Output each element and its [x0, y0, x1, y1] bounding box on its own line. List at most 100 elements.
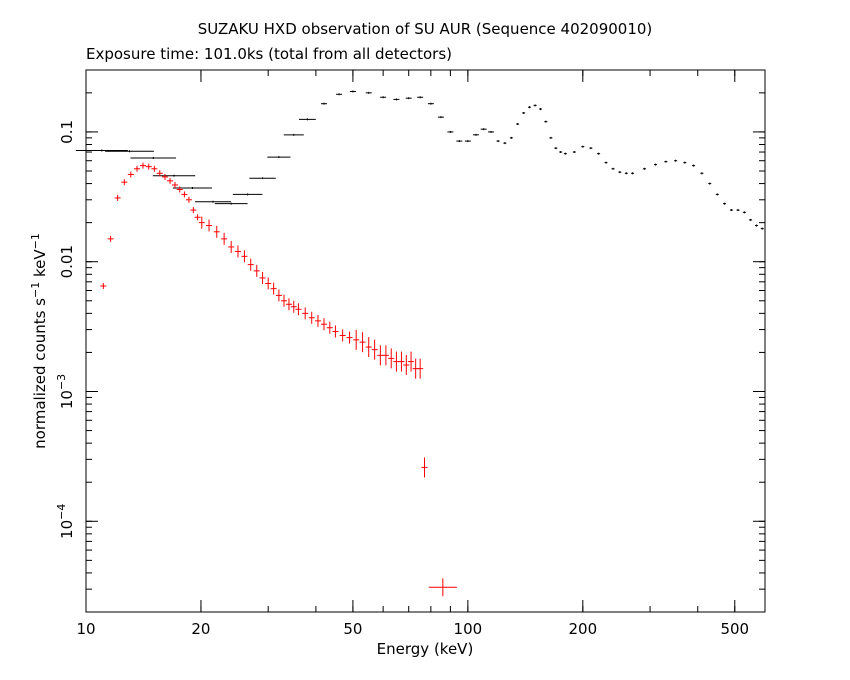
gso-data-point	[554, 147, 558, 150]
gso-data-point	[464, 140, 471, 143]
gso-data-point	[503, 142, 507, 145]
pin-data-point	[346, 331, 353, 344]
gso-data-point	[214, 202, 248, 205]
x-tick-label: 500	[720, 620, 749, 638]
gso-data-point	[653, 163, 657, 166]
pin-data-point	[393, 351, 400, 372]
pin-data-point	[221, 232, 228, 245]
gso-data-point	[365, 91, 372, 94]
y-tick-label: 10−4	[55, 504, 76, 539]
pin-data-point	[314, 314, 321, 327]
gso-data-point	[488, 130, 495, 133]
pin-data-point	[326, 321, 333, 334]
gso-data-point	[539, 108, 543, 111]
gso-data-point	[642, 167, 646, 170]
y-tick-label: 0.1	[58, 120, 76, 144]
pin-data-point	[421, 457, 428, 478]
gso-data-point	[75, 149, 128, 152]
chart-title: SUZAKU HXD observation of SU AUR (Sequen…	[197, 20, 653, 38]
pin-data-point	[280, 294, 287, 307]
pin-data-point	[295, 303, 302, 316]
pin-data-point	[320, 318, 327, 331]
gso-data-point	[380, 96, 387, 99]
plot-frame	[85, 69, 766, 613]
gso-data-point	[742, 211, 746, 214]
x-tick-label: 100	[454, 620, 483, 638]
gso-data-point	[597, 152, 601, 155]
gso-data-point	[267, 156, 291, 159]
gso-data-point	[105, 150, 154, 153]
pin-data-point	[156, 170, 163, 177]
gso-data-point	[522, 111, 526, 114]
pin-data-point	[107, 235, 114, 242]
gso-data-point	[320, 102, 327, 105]
x-tick-label: 200	[568, 620, 597, 638]
pin-data-point	[171, 181, 178, 188]
pin-data-point	[428, 578, 457, 597]
pin-data-point	[127, 171, 134, 178]
y-tick-label: 10−3	[55, 374, 76, 409]
gso-data-point	[456, 140, 463, 143]
pin-data-point	[265, 277, 272, 290]
gso-data-point	[559, 151, 563, 154]
pin-data-point	[133, 165, 140, 172]
gso-data-point	[130, 156, 177, 159]
pin-data-point	[190, 207, 197, 214]
series-pin	[100, 162, 457, 597]
pin-data-point	[308, 311, 315, 324]
gso-data-point	[700, 172, 704, 175]
pin-data-point	[377, 345, 384, 366]
gso-data-point	[437, 116, 444, 119]
gso-data-point	[516, 123, 520, 126]
gso-data-point	[589, 147, 593, 150]
gso-data-point	[715, 193, 719, 196]
pin-data-point	[275, 289, 282, 302]
pin-data-point	[206, 219, 213, 232]
pin-data-point	[161, 173, 168, 180]
pin-data-point	[176, 186, 183, 193]
pin-data-point	[353, 329, 360, 350]
pin-data-point	[371, 339, 378, 360]
gso-data-point	[417, 96, 424, 99]
gso-data-point	[544, 120, 548, 123]
pin-data-point	[194, 214, 201, 221]
gso-data-point	[336, 93, 343, 96]
gso-data-point	[298, 118, 316, 121]
gso-data-point	[447, 130, 454, 133]
gso-data-point	[692, 164, 696, 167]
gso-data-point	[729, 209, 733, 212]
gso-data-point	[572, 151, 576, 154]
pin-data-point	[247, 258, 254, 271]
y-axis-label: normalized counts s−1 keV−1	[29, 233, 49, 449]
pin-data-point	[302, 307, 309, 320]
pin-data-point	[234, 245, 241, 258]
gso-data-point	[723, 202, 727, 205]
pin-data-point	[270, 282, 277, 295]
gso-data-point	[283, 133, 304, 136]
gso-data-point	[533, 104, 537, 107]
gso-data-point	[527, 106, 531, 109]
series-gso	[75, 90, 764, 230]
gso-data-point	[749, 218, 753, 221]
pin-data-point	[417, 358, 424, 379]
gso-data-point	[611, 167, 615, 170]
gso-data-point	[708, 182, 712, 185]
pin-data-point	[100, 282, 107, 289]
pin-data-point	[285, 298, 292, 311]
pin-data-point	[185, 196, 192, 203]
pin-data-point	[408, 351, 415, 372]
gso-data-point	[563, 152, 567, 155]
pin-data-point	[228, 240, 235, 253]
pin-data-point	[332, 325, 339, 338]
gso-data-point	[509, 136, 513, 139]
gso-data-point	[427, 102, 434, 105]
gso-data-point	[472, 133, 479, 136]
pin-data-point	[382, 345, 389, 366]
pin-data-point	[151, 165, 158, 172]
gso-data-point	[496, 140, 500, 143]
gso-data-point	[736, 209, 740, 212]
gso-data-point	[624, 172, 628, 175]
x-tick-label: 20	[191, 620, 210, 638]
gso-data-point	[393, 98, 400, 101]
